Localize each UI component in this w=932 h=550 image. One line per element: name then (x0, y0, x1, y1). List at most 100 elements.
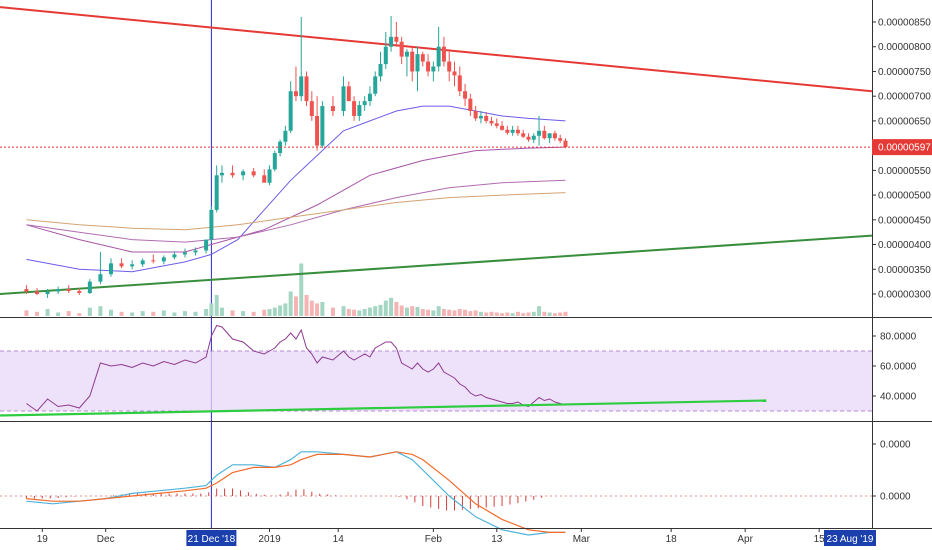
volume-bar (320, 302, 325, 316)
volume-bar (182, 311, 187, 316)
volume-bar (494, 312, 499, 316)
candle-body (320, 106, 325, 146)
volume-bar (214, 295, 219, 316)
price-tick-label: 0.00000450 (878, 215, 931, 226)
volume-bar (272, 307, 277, 316)
candle-body (204, 239, 209, 251)
volume-bar (457, 309, 462, 316)
macd-signal-line (26, 451, 566, 534)
candle-body (378, 64, 383, 77)
volume-bar (77, 313, 82, 316)
candle-body (267, 169, 272, 183)
volume-bar (278, 305, 283, 316)
trendline[interactable] (0, 234, 873, 295)
candle-body (515, 129, 520, 134)
range-end-tag (824, 530, 876, 546)
candle-body (547, 133, 552, 139)
volume-bar (34, 311, 39, 316)
time-tick-label: 14 (333, 534, 345, 545)
volume-bar (394, 302, 399, 316)
candle-body (352, 101, 357, 116)
price-tick-label: 0.00000700 (878, 92, 931, 103)
candle-body (431, 66, 436, 72)
volume-bar (45, 309, 50, 316)
volume-bar (24, 310, 29, 316)
candle-body (272, 153, 277, 170)
price-pane[interactable] (0, 0, 873, 528)
price-tick-label: 0.00000400 (878, 240, 931, 251)
volume-bar (452, 310, 457, 316)
volume-bar (293, 296, 298, 316)
volume-bar (505, 312, 510, 316)
candle-body (452, 71, 457, 76)
time-tick-label: Dec (97, 534, 115, 545)
candle-body (526, 136, 531, 140)
time-tick-label: 13 (491, 534, 503, 545)
macd-pane[interactable] (0, 451, 872, 536)
rsi-line (26, 324, 566, 412)
candle-body (521, 133, 526, 137)
candle-body (457, 75, 462, 92)
range-end-label: 23 Aug '19 (827, 534, 874, 545)
candle-body (304, 76, 309, 102)
candle-body (119, 263, 124, 267)
volume-bar (108, 309, 113, 316)
volume-bar (399, 305, 404, 316)
volume-bar (230, 310, 235, 316)
candle-body (108, 263, 113, 275)
volume-bar (87, 307, 92, 316)
rsi-pane[interactable] (0, 324, 872, 417)
candle-body (214, 175, 219, 210)
volume-bar (484, 312, 489, 316)
candle-body (563, 140, 568, 148)
candle-body (531, 135, 536, 140)
candle-body (288, 91, 293, 131)
candle-body (193, 250, 198, 253)
price-tick-label: 0.00000800 (878, 42, 931, 53)
volume-bar (219, 307, 224, 316)
candle-body (219, 172, 224, 176)
volume-bar (415, 306, 420, 316)
candle-body (87, 281, 92, 294)
volume-bar (204, 309, 209, 316)
price-tick-label: 0.00000350 (878, 265, 931, 276)
volume-bar (537, 306, 542, 316)
rsi-trendline[interactable] (0, 399, 767, 417)
volume-bar (521, 313, 526, 316)
candle-body (404, 51, 409, 57)
volume-bar (299, 263, 304, 316)
volume-bar (209, 303, 214, 316)
candle-body (140, 260, 145, 265)
volume-bar (389, 297, 394, 316)
volume-bar (410, 306, 415, 316)
volume-bar (119, 311, 124, 316)
candle-body (373, 76, 378, 94)
date-cursor-tag (186, 530, 237, 546)
rsi-tick-label: 80.0000 (880, 332, 917, 343)
volume-bar (526, 312, 531, 316)
price-tick-label: 0.00000550 (878, 166, 931, 177)
candle-body (172, 254, 177, 258)
candle-body (436, 46, 441, 67)
volume-bar (463, 309, 468, 316)
candle-body (283, 130, 288, 142)
candle-body (468, 98, 473, 112)
candle-body (151, 260, 156, 262)
volume-bar (193, 311, 198, 316)
candle-body (463, 91, 468, 99)
macd-tick-label: 0.0000 (880, 492, 911, 503)
volume-bar (563, 311, 568, 316)
time-tick-label: 15 (814, 534, 826, 545)
moving-average-line (26, 105, 566, 273)
volume-bar (98, 306, 103, 316)
candle-body (500, 125, 505, 130)
volume-bar (478, 311, 483, 316)
candle-body (389, 36, 394, 47)
candle-body (34, 291, 39, 294)
trendline[interactable] (0, 6, 873, 93)
candle-body (426, 61, 431, 72)
candle-body (489, 120, 494, 124)
volume-bar (510, 313, 515, 316)
price-tick-label: 0.00000650 (878, 116, 931, 127)
